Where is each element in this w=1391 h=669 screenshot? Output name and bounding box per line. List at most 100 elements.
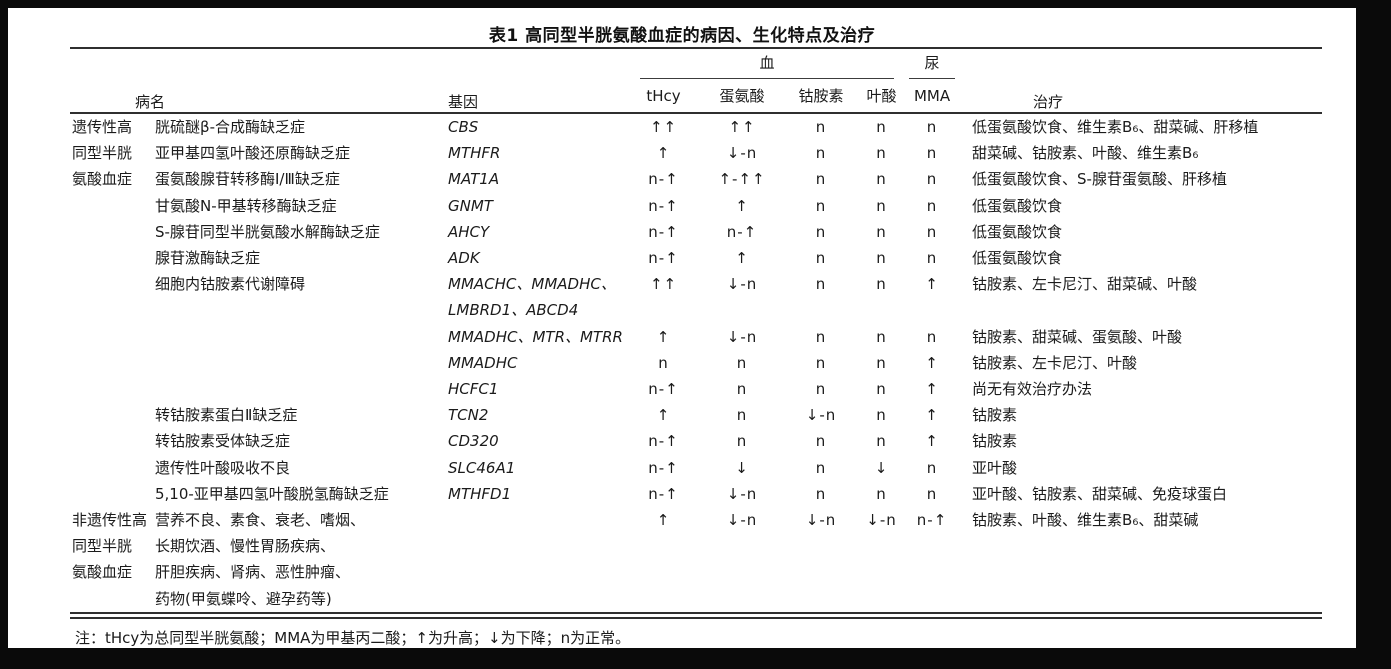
cell-group	[70, 193, 148, 219]
cell-methionine: ↑	[735, 249, 749, 268]
cell-methionine: ↑-↑↑	[718, 170, 766, 189]
cell-gene: CD320	[448, 432, 499, 451]
cell-mma: ↑	[925, 432, 939, 451]
cell-disease: 5,10-亚甲基四氢叶酸脱氢酶缺乏症	[155, 484, 389, 503]
cell-group	[70, 481, 148, 507]
cell-treatment: 亚叶酸	[972, 458, 1018, 477]
cell-gene	[440, 533, 628, 559]
cell-cobalamin: n	[815, 249, 827, 268]
cell-treatment: 钴胺素	[972, 432, 1018, 451]
cell-folate: n	[876, 275, 887, 294]
cell-thcy	[628, 586, 699, 612]
header-row-groups: 病名 基因 血 尿 治疗	[70, 48, 1323, 114]
cell-thcy: ↑	[656, 327, 671, 346]
cell-methionine: n-↑	[726, 222, 758, 241]
cell-gene: MAT1A	[448, 170, 500, 189]
cell-gene: MMACHC、MMADHC、	[448, 275, 616, 294]
cell-disease: 蛋氨酸腺苷转移酶Ⅰ/Ⅲ缺乏症	[155, 170, 340, 189]
cell-thcy: n-↑	[648, 249, 679, 268]
cell-folate	[857, 533, 906, 559]
cell-methionine: ↓-n	[726, 327, 758, 346]
table-row: MMADHC、MTR、MTRR ↑ ↓-n n n n 钴胺素、甜菜碱、蛋氨酸、叶酸	[70, 324, 1322, 350]
cell-mma: ↑	[925, 380, 939, 399]
cell-cobalamin: n	[815, 380, 827, 399]
cell-folate	[857, 586, 906, 612]
cell-treatment: 钴胺素、左卡尼汀、甜菜碱、叶酸	[972, 275, 1198, 294]
table-title: 表1 高同型半胱氨酸血症的病因、生化特点及治疗	[488, 26, 876, 46]
cell-disease: S-腺苷同型半胱氨酸水解酶缺乏症	[155, 222, 380, 241]
cell-gene: AHCY	[448, 222, 490, 241]
cell-folate: n	[876, 484, 887, 503]
cell-treatment: 钴胺素	[972, 406, 1018, 425]
cell-group	[70, 350, 148, 376]
column-header-urine-group: 尿	[906, 48, 958, 79]
table-row: S-腺苷同型半胱氨酸水解酶缺乏症 AHCY n-↑ n-↑ n n n 低蛋氨酸饮食	[70, 219, 1322, 245]
cell-cobalamin: n	[815, 170, 827, 189]
cell-gene: ADK	[448, 249, 480, 268]
table-page: 表1 高同型半胱氨酸血症的病因、生化特点及治疗 病名	[8, 8, 1356, 648]
cell-mma: n	[926, 458, 938, 477]
cell-methionine	[699, 297, 785, 323]
cell-disease: 药物(甲氨蝶呤、避孕药等)	[155, 589, 332, 608]
cell-cobalamin	[785, 297, 857, 323]
cell-thcy: ↑	[656, 406, 671, 425]
cell-thcy: ↑	[656, 511, 671, 530]
cell-thcy: n-↑	[648, 170, 679, 189]
blood-group-label: 血	[640, 52, 895, 79]
cell-cobalamin: ↓-n	[805, 511, 837, 530]
table-row: 遗传性叶酸吸收不良 SLC46A1 n-↑ ↓ n ↓ n 亚叶酸	[70, 455, 1322, 481]
table-footnote: 注：tHcy为总同型半胱氨酸；MMA为甲基丙二酸；↑为升高；↓为下降；n为正常。	[75, 628, 631, 647]
cell-group	[70, 324, 148, 350]
cell-group	[70, 586, 148, 612]
cell-disease	[148, 324, 440, 350]
cell-methionine: ↓	[735, 458, 749, 477]
cell-methionine: ↑↑	[728, 118, 756, 136]
cell-methionine: ↓-n	[726, 144, 758, 163]
cell-thcy: n-↑	[648, 484, 679, 503]
cell-group	[70, 376, 148, 402]
table-row: 甘氨酸N-甲基转移酶缺乏症 GNMT n-↑ ↑ n n n 低蛋氨酸饮食	[70, 193, 1322, 219]
cell-folate: n	[876, 353, 887, 372]
cell-folate: n	[876, 432, 887, 451]
cell-mma: n	[926, 118, 938, 136]
cell-cobalamin	[785, 586, 857, 612]
cell-methionine	[699, 586, 785, 612]
cell-cobalamin: n	[815, 327, 827, 346]
cell-disease: 遗传性叶酸吸收不良	[155, 458, 291, 477]
cell-treatment: 甜菜碱、钴胺素、叶酸、维生素B₆	[972, 144, 1199, 163]
cell-methionine	[699, 533, 785, 559]
cell-mma: n	[926, 249, 938, 268]
cell-gene: MTHFD1	[448, 484, 512, 503]
cell-cobalamin: n	[815, 458, 827, 477]
table-row: 转钴胺素蛋白Ⅱ缺乏症 TCN2 ↑ n ↓-n n ↑ 钴胺素	[70, 402, 1322, 428]
table-row: 腺苷激酶缺乏症 ADK n-↑ ↑ n n n 低蛋氨酸饮食	[70, 245, 1322, 271]
cell-cobalamin: n	[815, 353, 827, 372]
column-header-gene: 基因	[440, 48, 629, 114]
cell-treatment: 尚无有效治疗办法	[972, 380, 1093, 399]
cell-mma	[906, 533, 958, 559]
cell-treatment	[958, 586, 1322, 612]
cell-group: 氨酸血症	[72, 563, 133, 582]
cell-thcy: ↑	[656, 144, 671, 163]
cell-treatment: 低蛋氨酸饮食	[972, 196, 1063, 215]
cell-treatment	[958, 297, 1322, 323]
cell-mma: ↑	[925, 406, 939, 425]
column-header-blood-group: 血	[628, 48, 906, 79]
cell-disease: 营养不良、素食、衰老、嗜烟、	[155, 511, 366, 530]
cell-methionine: ↓-n	[726, 511, 758, 530]
cell-thcy	[628, 297, 699, 323]
cell-methionine: ↓-n	[726, 484, 758, 503]
cell-treatment: 钴胺素、叶酸、维生素B₆、甜菜碱	[972, 511, 1199, 530]
cell-gene: GNMT	[448, 196, 493, 215]
table-row: 氨酸血症 肝胆疾病、肾病、恶性肿瘤、	[70, 559, 1322, 585]
cell-group: 遗传性高	[72, 118, 133, 136]
cell-gene	[440, 507, 628, 533]
cell-thcy: ↑↑	[649, 118, 678, 136]
cell-gene: MTHFR	[448, 144, 501, 163]
cell-disease: 腺苷激酶缺乏症	[155, 249, 261, 268]
column-header-methionine: 蛋氨酸	[699, 79, 786, 114]
cell-thcy: ↑↑	[649, 275, 678, 294]
cell-disease	[148, 376, 440, 402]
cell-disease: 肝胆疾病、肾病、恶性肿瘤、	[155, 563, 351, 582]
